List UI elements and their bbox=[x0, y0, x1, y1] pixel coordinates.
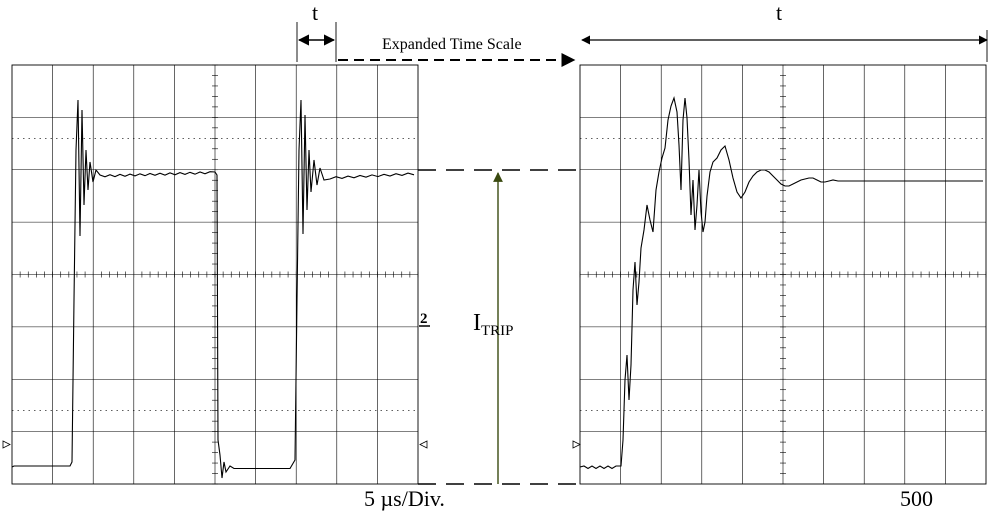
right-scope-panel bbox=[579, 64, 987, 485]
itrip-label: ITRIP bbox=[473, 310, 514, 339]
t-label-large: t bbox=[776, 0, 782, 25]
expanded-time-scale-label: Expanded Time Scale bbox=[382, 36, 522, 53]
timebase-label: 5 µs/Div. bbox=[364, 486, 445, 511]
t-label-small: t bbox=[312, 0, 318, 25]
page-number: 500 bbox=[900, 486, 933, 511]
left-scope-waveform bbox=[11, 99, 415, 479]
middle-ground-marker-icon bbox=[419, 440, 428, 449]
left-scope-panel bbox=[11, 64, 419, 485]
left-ground-marker-icon bbox=[2, 440, 11, 449]
right-ground-marker-icon bbox=[572, 440, 581, 449]
channel-marker: 2 bbox=[420, 311, 428, 327]
right-scope-waveform bbox=[579, 96, 983, 470]
right-scope-grid bbox=[579, 64, 987, 485]
